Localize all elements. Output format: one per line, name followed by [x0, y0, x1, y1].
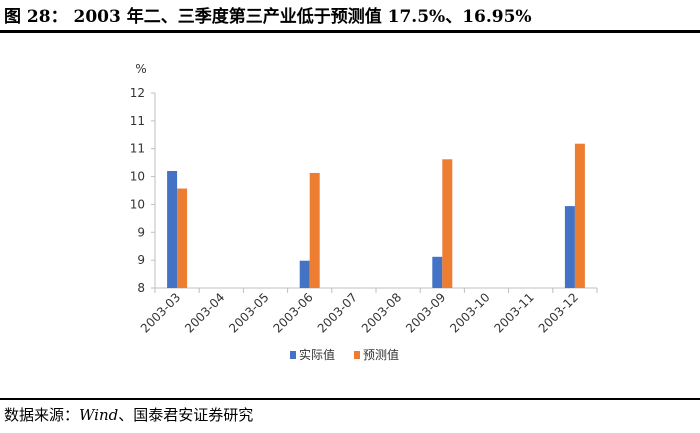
figure-title: 图 28： 2003 年二、三季度第三产业低于预测值 17.5%、16.95% — [4, 7, 532, 27]
x-tick-label: 2003-12 — [536, 290, 581, 335]
bar — [177, 188, 188, 288]
y-tick-label: 12 — [130, 86, 145, 100]
source-italic: Wind — [79, 406, 119, 424]
y-tick-label: 11 — [130, 114, 145, 128]
bar — [574, 143, 585, 288]
legend-label: 预测值 — [363, 347, 399, 362]
y-tick-label: 10 — [130, 197, 145, 211]
source-prefix: 数据来源： — [4, 406, 80, 424]
source-note: 数据来源：Wind、国泰君安证券研究 — [4, 404, 253, 425]
bar — [432, 256, 443, 288]
bar — [309, 172, 320, 288]
legend-label: 实际值 — [299, 347, 335, 362]
y-tick-label: 10 — [130, 170, 145, 184]
bottom-rule — [0, 398, 700, 400]
y-unit-label: % — [135, 62, 146, 76]
x-tick-label: 2003-04 — [182, 290, 227, 335]
y-tick-label: 9 — [137, 225, 145, 239]
bar — [442, 159, 453, 288]
x-tick-label: 2003-03 — [138, 290, 183, 335]
x-tick-label: 2003-07 — [315, 290, 360, 335]
legend-swatch — [290, 351, 296, 359]
x-tick-label: 2003-06 — [270, 290, 315, 335]
source-suffix: 、国泰君安证券研究 — [118, 406, 254, 424]
bar-chart: %89910101111122003-032003-042003-052003-… — [130, 62, 598, 362]
x-tick-label: 2003-10 — [447, 290, 492, 335]
bar — [167, 171, 178, 288]
legend-swatch — [354, 351, 360, 359]
x-tick-label: 2003-11 — [491, 290, 536, 335]
y-tick-label: 9 — [137, 253, 145, 267]
y-tick-label: 8 — [137, 281, 145, 295]
bar — [299, 260, 310, 288]
x-tick-label: 2003-08 — [359, 290, 404, 335]
bar — [564, 206, 575, 288]
y-tick-label: 11 — [130, 142, 145, 156]
x-tick-label: 2003-09 — [403, 290, 448, 335]
top-rule — [0, 30, 700, 33]
x-tick-label: 2003-05 — [226, 290, 271, 335]
